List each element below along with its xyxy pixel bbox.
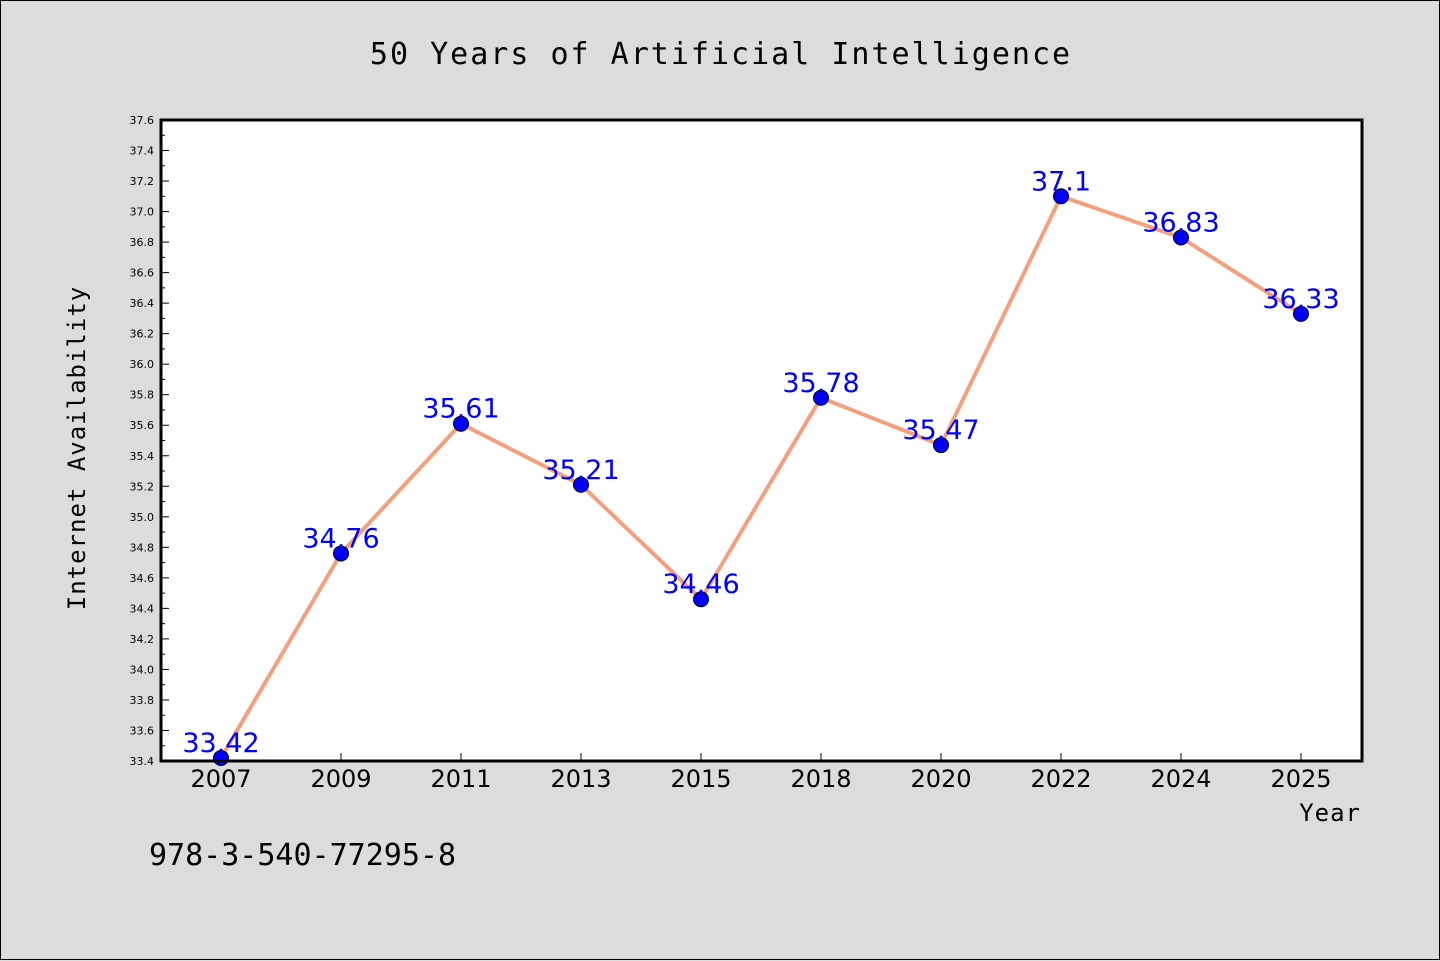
data-point	[453, 415, 469, 432]
data-label: 35.47	[902, 415, 979, 446]
x-tick-label: 2011	[430, 765, 491, 793]
data-label: 35.21	[542, 455, 619, 486]
data-point	[333, 545, 349, 562]
x-tick-label: 2007	[190, 765, 251, 793]
y-tick-label: 34.6	[130, 572, 155, 585]
y-tick-label: 36.4	[130, 297, 155, 310]
y-tick-label: 34.0	[130, 663, 155, 676]
x-axis-label: Year	[1299, 799, 1361, 827]
y-axis-label: Internet Availability	[63, 286, 91, 610]
x-tick-label: 2024	[1150, 765, 1211, 793]
y-tick-label: 35.0	[130, 511, 155, 524]
y-tick-label: 35.6	[130, 419, 155, 432]
x-tick-label: 2025	[1270, 765, 1331, 793]
data-labels: 33.42 34.76 35.61 35.21 34.46 35.78 35.47 37.1 3…	[182, 166, 1339, 759]
x-tick-label: 2013	[550, 765, 611, 793]
y-tick-label: 35.8	[130, 389, 155, 402]
y-tick-label: 37.4	[130, 145, 155, 158]
data-label: 35.78	[782, 368, 859, 399]
y-tick-label: 33.8	[130, 694, 155, 707]
y-tick-label: 35.4	[130, 450, 155, 463]
x-tick-label: 2020	[910, 765, 971, 793]
x-axis-ticks: 2007 2009 2011 2013 2015 2018 2020 2022 2024 2025	[190, 753, 1332, 793]
y-tick-label: 36.6	[130, 267, 155, 280]
data-point	[1293, 305, 1309, 322]
data-label: 36.83	[1142, 208, 1219, 239]
y-tick-label: 34.4	[130, 602, 155, 615]
x-tick-label: 2018	[790, 765, 851, 793]
y-tick-label: 33.4	[130, 755, 155, 768]
y-tick-label: 37.0	[130, 206, 155, 219]
y-tick-label: 34.2	[130, 633, 155, 646]
y-tick-label: 37.2	[130, 175, 155, 188]
data-label: 35.61	[422, 394, 499, 425]
data-label: 33.42	[182, 728, 259, 759]
data-point	[933, 437, 949, 454]
plot-area	[161, 120, 1362, 761]
data-label: 36.33	[1262, 284, 1339, 315]
data-label: 34.76	[302, 523, 379, 554]
isbn-annotation: 978-3-540-77295-8	[149, 838, 456, 873]
data-label: 34.46	[662, 569, 739, 600]
data-point	[1053, 188, 1069, 205]
data-point	[1173, 229, 1189, 246]
y-tick-label: 36.2	[130, 328, 155, 341]
chart-title: 50 Years of Artificial Intelligence	[370, 37, 1072, 72]
data-label: 37.1	[1031, 166, 1091, 197]
x-tick-label: 2015	[670, 765, 731, 793]
y-tick-label: 34.8	[130, 541, 155, 554]
x-tick-label: 2022	[1030, 765, 1091, 793]
plot-frame	[159, 118, 1364, 763]
x-tick-label: 2009	[310, 765, 371, 793]
y-tick-label: 37.6	[130, 114, 155, 127]
y-tick-label: 33.6	[130, 724, 155, 737]
series-line	[219, 193, 1303, 759]
data-point	[573, 476, 589, 493]
data-point	[813, 389, 829, 406]
data-point	[693, 591, 709, 608]
series-layer	[213, 188, 1309, 766]
y-tick-label: 36.8	[130, 236, 155, 249]
y-axis-ticks: 33.4 33.6 33.8 34.0 34.2 34.4 34.6 34.8 35.0 35.2…	[130, 114, 169, 768]
y-tick-label: 35.2	[130, 480, 155, 493]
y-tick-label: 36.0	[130, 358, 155, 371]
